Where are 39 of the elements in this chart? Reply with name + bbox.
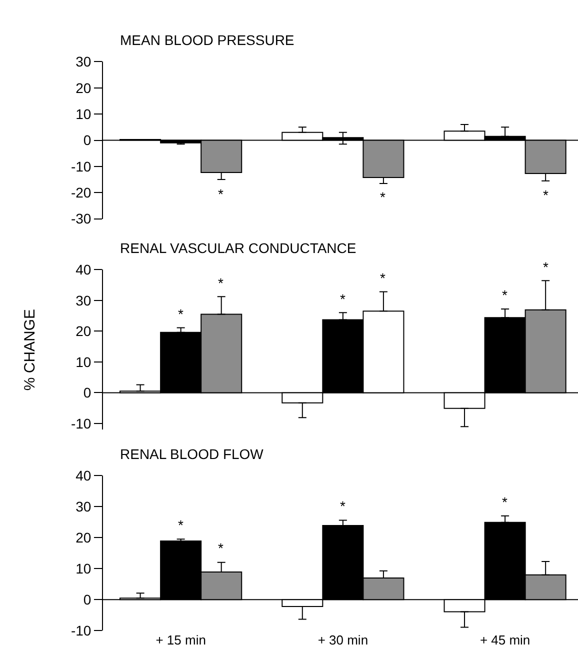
y-tick-label: 20 <box>76 530 92 546</box>
y-tick-label: -10 <box>70 158 92 174</box>
y-tick-label: 30 <box>76 54 92 70</box>
y-tick-label: 30 <box>76 498 92 514</box>
y-tick-label: -10 <box>70 415 92 432</box>
y-tick-label: 0 <box>83 132 92 148</box>
y-tick-label: 40 <box>76 467 92 484</box>
data-label: * <box>543 259 549 275</box>
data-label: * <box>178 306 184 322</box>
x-tick-label: + 30 min <box>318 632 368 648</box>
chart-title: RENAL BLOOD FLOW <box>120 446 264 462</box>
data-label: * <box>340 498 346 514</box>
y-tick-label: 0 <box>83 384 92 401</box>
data-label: * <box>380 189 386 205</box>
data-label: * <box>543 187 549 203</box>
y-tick-label: 10 <box>76 354 92 370</box>
data-label: * <box>340 291 346 307</box>
data-label: * <box>218 275 224 291</box>
data-label: * <box>502 287 508 303</box>
data-label: * <box>502 494 508 510</box>
y-axis-title: % CHANGE <box>21 308 38 391</box>
data-label: * <box>178 517 184 533</box>
data-label: * <box>380 270 386 286</box>
data-label: * <box>218 186 224 202</box>
y-tick-label: -20 <box>70 184 92 201</box>
y-tick-label: 20 <box>76 80 92 96</box>
y-tick-label: 20 <box>76 323 92 340</box>
y-tick-label: 40 <box>76 261 92 278</box>
x-tick-label: + 45 min <box>480 632 530 648</box>
chart-title: RENAL VASCULAR CONDUCTANCE <box>120 240 356 256</box>
data-label: * <box>218 540 224 556</box>
chart-title: MEAN BLOOD PRESSURE <box>120 32 294 48</box>
y-tick-label: 10 <box>76 106 92 122</box>
y-tick-label: 30 <box>76 292 92 308</box>
x-tick-label: + 15 min <box>156 632 206 648</box>
y-tick-label: 10 <box>76 560 92 577</box>
y-tick-label: 0 <box>83 592 92 608</box>
y-tick-label: -10 <box>70 622 92 639</box>
y-tick-label: -30 <box>70 210 92 227</box>
